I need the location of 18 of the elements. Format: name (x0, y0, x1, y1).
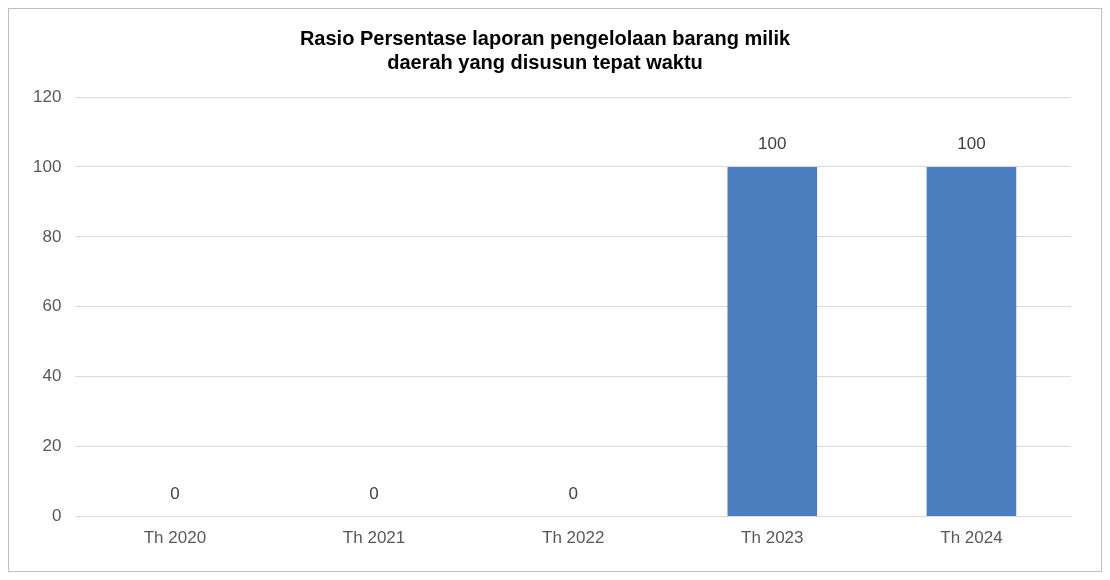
y-tick-label: 80 (42, 226, 62, 246)
y-tick-label: 0 (51, 506, 62, 526)
x-tick-label: Th 2023 (741, 528, 804, 548)
x-tick-label: Th 2022 (541, 528, 605, 548)
y-tick-label: 100 (32, 156, 62, 176)
x-tick-label: Th 2020 (143, 528, 207, 548)
data-label: 100 (758, 134, 787, 154)
y-tick-label: 120 (32, 86, 62, 106)
y-tick-label: 60 (42, 296, 62, 316)
y-tick-label: 20 (42, 436, 62, 456)
y-tick-label: 40 (42, 366, 62, 386)
x-tick-label: Th 2024 (940, 528, 1003, 548)
data-label: 0 (568, 483, 578, 503)
data-label: 0 (170, 483, 180, 503)
data-label: 100 (957, 134, 986, 154)
x-tick-label: Th 2021 (342, 528, 406, 548)
chart-title: Rasio Persentase laporan pengelolaan barang milik daerah yang disusun tepat waktu (299, 26, 791, 73)
data-label: 0 (369, 483, 379, 503)
